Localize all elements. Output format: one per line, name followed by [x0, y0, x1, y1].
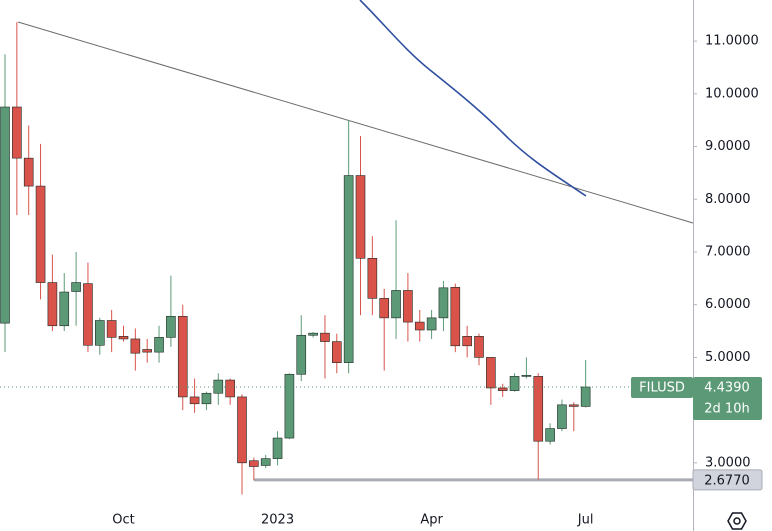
candle-body	[284, 373, 295, 439]
trend-line	[17, 21, 694, 224]
candle-body	[521, 375, 532, 377]
moving-average	[359, 0, 587, 197]
candle-body	[177, 315, 188, 398]
candle-body	[142, 349, 152, 353]
candle-body	[438, 287, 449, 319]
y-tick-label: 6.0000	[705, 297, 751, 312]
y-tick-label: 11.0000	[705, 34, 759, 49]
candle-body	[130, 338, 141, 354]
candle-body	[403, 290, 413, 323]
candle-body	[59, 291, 70, 327]
symbol-label-box	[631, 376, 693, 398]
candle-body	[343, 175, 354, 363]
candle-body	[367, 257, 378, 299]
candle-body	[189, 396, 200, 405]
settings-dot[interactable]	[733, 517, 741, 525]
candle-body	[568, 404, 579, 407]
x-tick-label: Apr	[420, 513, 443, 528]
candle-body	[497, 387, 508, 391]
candle-body	[225, 379, 235, 398]
candle-body	[509, 376, 520, 391]
candle-body	[379, 298, 390, 319]
candle-body	[557, 404, 567, 429]
candle-body	[12, 106, 22, 159]
plot: 3.0000 5.0000 6.0000 7.0000 8.0000 9.0000 10.0…	[0, 22, 763, 528]
candle-body	[201, 392, 212, 405]
candle-body	[414, 321, 425, 331]
countdown-label: 2d 10h	[704, 401, 749, 416]
candle-body	[450, 286, 461, 347]
candle-body	[308, 332, 318, 336]
candle-body	[47, 282, 58, 327]
y-tick-label: 5.0000	[705, 350, 751, 365]
symbol-label: FILUSD	[639, 380, 685, 395]
support-label-box	[692, 469, 763, 491]
y-tick-label: 10.0000	[705, 86, 759, 101]
candle-body	[272, 437, 283, 459]
candle-body	[331, 341, 342, 363]
y-tick-label: 8.0000	[705, 192, 751, 207]
settings-hexagon[interactable]	[727, 512, 747, 530]
support-label: 2.6770	[704, 473, 750, 488]
candle-body	[154, 337, 164, 353]
candle-body	[23, 157, 34, 187]
candle-body	[249, 460, 259, 467]
candle-body	[486, 357, 496, 389]
candle-body	[462, 336, 472, 347]
candle-body	[237, 396, 247, 464]
candle-body	[95, 320, 105, 346]
candle-body	[0, 106, 10, 324]
settings-icon[interactable]	[727, 512, 747, 530]
x-tick-label: 2023	[261, 513, 294, 528]
candle-body	[166, 315, 176, 338]
candle-body	[320, 332, 330, 342]
candle-body	[426, 317, 437, 331]
y-tick-label: 7.0000	[705, 244, 751, 259]
candle-body	[260, 458, 271, 466]
candle-body	[213, 379, 224, 394]
y-tick-label: 9.0000	[705, 139, 751, 154]
candle-body	[533, 376, 544, 442]
price-label-box	[693, 376, 762, 420]
candle-body	[71, 282, 81, 292]
candle-body	[296, 334, 307, 375]
x-tick-label: Oct	[112, 513, 134, 528]
candle-body	[106, 320, 117, 338]
candle-body	[355, 175, 366, 259]
x-tick-label: Jul	[577, 513, 594, 528]
y-tick-label: 3.0000	[705, 455, 751, 470]
candle-body	[118, 336, 129, 340]
candle-body	[545, 428, 555, 442]
candle-body	[391, 290, 401, 319]
candle-body	[35, 185, 46, 283]
candle-body	[474, 336, 484, 358]
candle-body	[83, 283, 93, 346]
candle-body	[580, 386, 591, 407]
price-label: 4.4390	[704, 380, 750, 395]
